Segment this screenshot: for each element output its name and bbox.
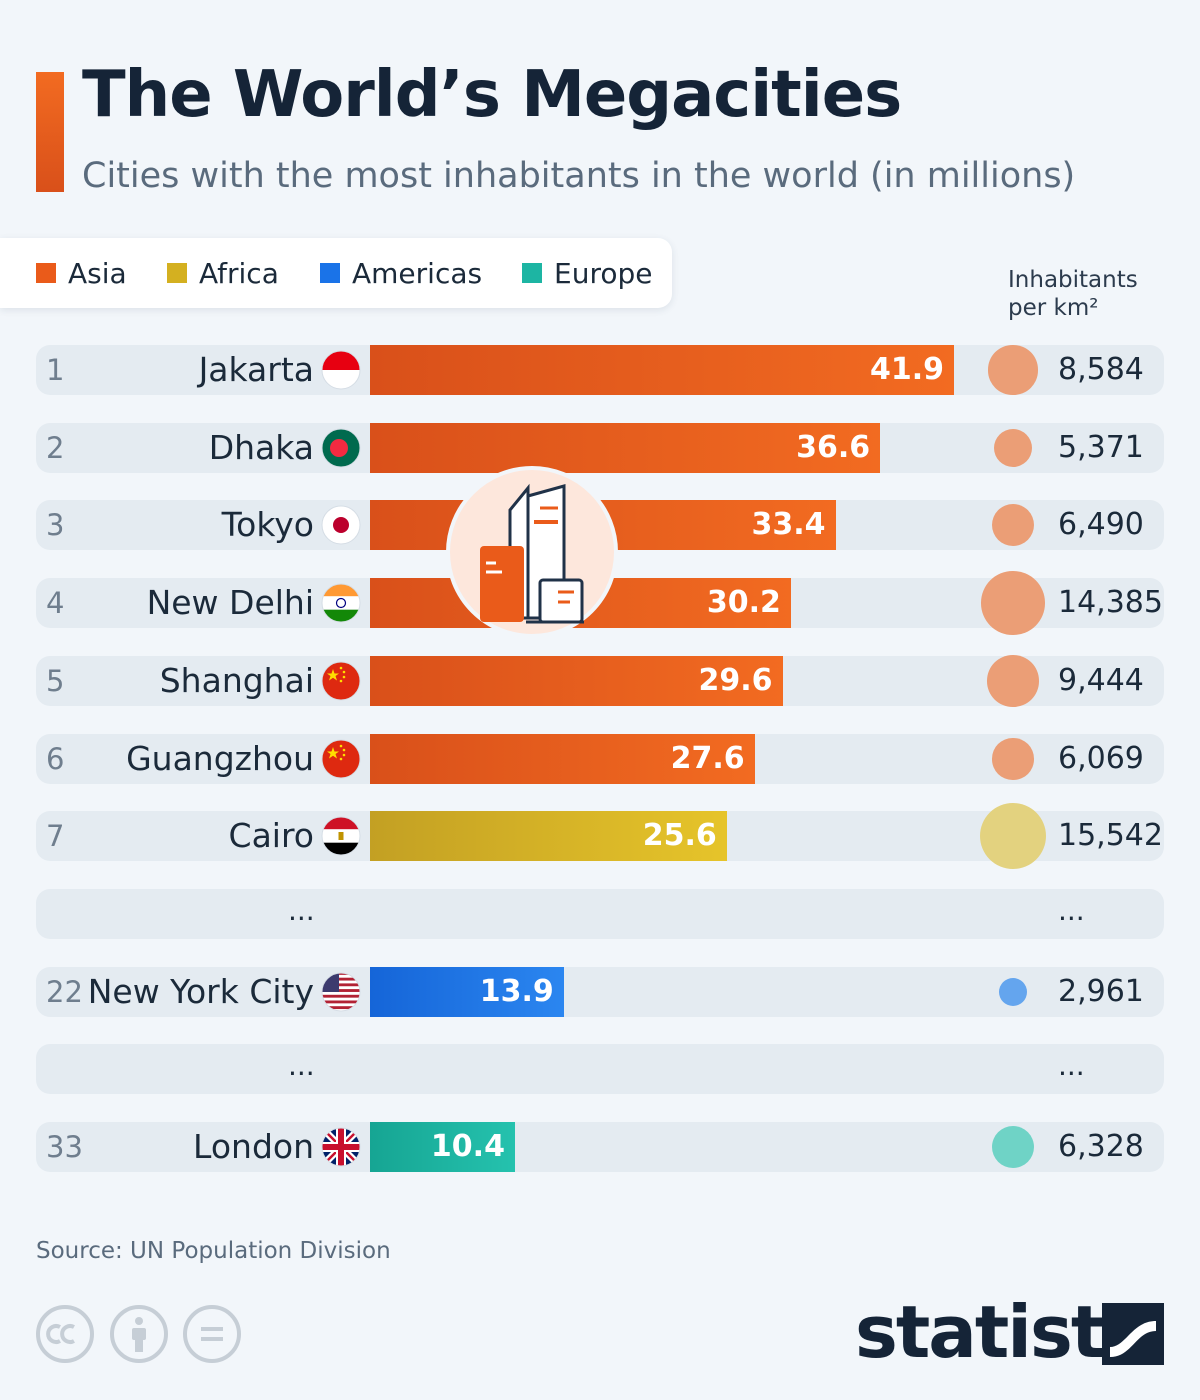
legend-label-europe: Europe: [554, 256, 653, 290]
legend-label-americas: Americas: [352, 256, 483, 290]
bar-london: [370, 1122, 515, 1172]
density-value-shanghai: 9,444: [1058, 663, 1144, 698]
city-label-new-delhi: New Delhi: [146, 583, 314, 622]
rank-london: 33: [46, 1130, 83, 1164]
bar-dhaka: [370, 423, 881, 473]
bar-guangzhou: [370, 734, 755, 784]
legend-label-asia: Asia: [68, 256, 127, 290]
flag-icon-guangzhou: [321, 739, 361, 779]
row-bg-new-york-city: [36, 967, 1164, 1017]
legend: Asia Africa Americas Europe: [0, 238, 672, 308]
gap-ellipsis-left: ...: [288, 894, 315, 927]
gap-ellipsis-left: ...: [288, 1049, 315, 1082]
gap-ellipsis-right: ...: [1058, 1049, 1085, 1082]
rank-shanghai: 5: [46, 664, 65, 698]
density-value-london: 6,328: [1058, 1129, 1144, 1164]
legend-item-americas: Americas: [320, 238, 482, 308]
rank-cairo: 7: [46, 819, 65, 853]
bar-value-label-shanghai: 29.6: [698, 663, 773, 698]
legend-label-africa: Africa: [199, 256, 279, 290]
density-bubble-cairo: [980, 803, 1046, 869]
attribution-icon: [110, 1305, 168, 1363]
density-value-tokyo: 6,490: [1058, 507, 1144, 542]
flag-icon-dhaka: [321, 428, 361, 468]
density-bubble-new-york-city: [998, 977, 1028, 1007]
flag-icon-new-york-city: [321, 972, 361, 1012]
cc-icon: [36, 1305, 94, 1363]
bar-value-label-london: 10.4: [430, 1129, 505, 1164]
rank-dhaka: 2: [46, 431, 65, 465]
flag-icon-shanghai: [321, 661, 361, 701]
city-label-new-york-city: New York City: [87, 972, 314, 1011]
flag-icon-new-delhi: [321, 583, 361, 623]
density-bubble-london: [991, 1125, 1035, 1169]
density-value-jakarta: 8,584: [1058, 352, 1144, 387]
density-value-new-delhi: 14,385: [1058, 585, 1163, 620]
rank-new-york-city: 22: [46, 975, 83, 1009]
bar-value-label-dhaka: 36.6: [796, 430, 871, 465]
bar-value-label-tokyo: 33.4: [751, 507, 826, 542]
density-header-line2: per km²: [1008, 295, 1099, 321]
legend-item-asia: Asia: [36, 238, 127, 308]
density-value-dhaka: 5,371: [1058, 430, 1144, 465]
legend-item-africa: Africa: [167, 238, 279, 308]
bar-value-label-new-delhi: 30.2: [706, 585, 781, 620]
flag-icon-london: [321, 1127, 361, 1167]
legend-swatch-europe: [522, 263, 542, 283]
bar-value-label-guangzhou: 27.6: [670, 741, 745, 776]
city-label-tokyo: Tokyo: [221, 505, 314, 544]
bar-jakarta: [370, 345, 954, 395]
legend-swatch-africa: [167, 263, 187, 283]
density-bubble-tokyo: [991, 503, 1035, 547]
page-subtitle: Cities with the most inhabitants in the …: [82, 156, 1076, 196]
rank-jakarta: 1: [46, 353, 65, 387]
flag-icon-cairo: [321, 816, 361, 856]
density-header: Inhabitants per km²: [1008, 266, 1188, 322]
bar-new-york-city: [370, 967, 564, 1017]
statista-logo-icon: [1102, 1303, 1164, 1365]
bar-shanghai: [370, 656, 783, 706]
legend-item-europe: Europe: [522, 238, 652, 308]
no-derivatives-icon: [183, 1305, 241, 1363]
density-bubble-shanghai: [987, 655, 1039, 707]
gap-row-bg: [36, 889, 1164, 939]
bar-value-label-jakarta: 41.9: [869, 352, 944, 387]
density-bubble-new-delhi: [981, 571, 1045, 635]
license-icons: [36, 1305, 241, 1363]
density-bubble-guangzhou: [992, 738, 1034, 780]
flag-icon-jakarta: [321, 350, 361, 390]
page-title: The World’s Megacities: [82, 58, 902, 132]
legend-swatch-americas: [320, 263, 340, 283]
density-bubble-dhaka: [993, 428, 1033, 468]
density-value-guangzhou: 6,069: [1058, 741, 1144, 776]
gap-ellipsis-right: ...: [1058, 894, 1085, 927]
density-bubble-jakarta: [988, 345, 1038, 395]
city-label-jakarta: Jakarta: [198, 350, 314, 389]
skyscraper-icon: [446, 466, 618, 638]
gap-row-bg: [36, 1044, 1164, 1094]
rank-tokyo: 3: [46, 508, 65, 542]
city-label-london: London: [193, 1127, 314, 1166]
city-label-dhaka: Dhaka: [208, 428, 314, 467]
legend-swatch-asia: [36, 263, 56, 283]
bar-value-label-cairo: 25.6: [642, 818, 717, 853]
title-accent-bar: [36, 72, 64, 192]
rank-guangzhou: 6: [46, 742, 65, 776]
city-label-guangzhou: Guangzhou: [126, 739, 314, 778]
bar-value-label-new-york-city: 13.9: [479, 974, 554, 1009]
bar-cairo: [370, 811, 727, 861]
row-bg-london: [36, 1122, 1164, 1172]
density-header-line1: Inhabitants: [1008, 267, 1138, 293]
density-value-new-york-city: 2,961: [1058, 974, 1144, 1009]
density-value-cairo: 15,542: [1058, 818, 1163, 853]
source-note: Source: UN Population Division: [36, 1238, 391, 1264]
flag-icon-tokyo: [321, 505, 361, 545]
city-label-cairo: Cairo: [228, 816, 314, 855]
rank-new-delhi: 4: [46, 586, 65, 620]
city-label-shanghai: Shanghai: [159, 661, 314, 700]
